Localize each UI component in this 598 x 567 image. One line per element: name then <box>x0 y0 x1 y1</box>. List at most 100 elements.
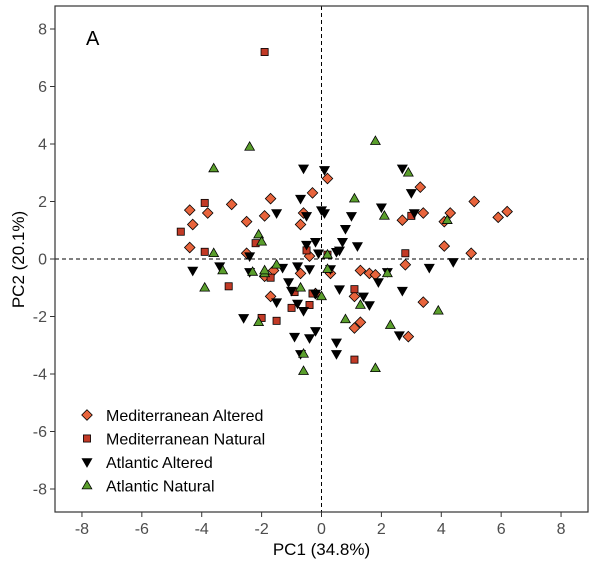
data-point <box>312 249 325 260</box>
data-point <box>201 207 214 219</box>
data-point <box>238 314 250 324</box>
data-points <box>176 48 513 375</box>
data-point <box>304 334 316 344</box>
data-point <box>339 225 351 235</box>
x-tick-label: 2 <box>377 521 386 538</box>
data-point <box>357 292 369 303</box>
data-point <box>183 204 196 216</box>
data-point <box>396 214 409 227</box>
data-point <box>401 249 410 258</box>
legend-marker <box>81 458 93 468</box>
legend-item: Mediterranean Natural <box>83 432 265 449</box>
y-tick-label: -4 <box>33 367 47 384</box>
x-tick-label: 8 <box>557 521 566 538</box>
data-point <box>286 286 298 297</box>
data-point <box>272 316 281 325</box>
data-point <box>298 365 310 375</box>
legend-label: Mediterranean Altered <box>106 408 263 425</box>
data-point <box>298 164 310 175</box>
data-point <box>438 240 451 252</box>
series-2 <box>187 164 459 360</box>
x-axis: -8 -6 -4 -2 0 2 4 6 8 <box>75 512 566 538</box>
data-point <box>363 301 375 311</box>
data-point <box>417 296 430 308</box>
y-tick-label: -8 <box>33 482 47 499</box>
data-point <box>287 303 296 312</box>
data-point <box>336 237 348 248</box>
data-point <box>348 290 361 303</box>
data-point <box>295 194 307 205</box>
data-point <box>369 362 381 373</box>
y-tick-label: 0 <box>38 252 47 269</box>
data-point <box>348 192 360 203</box>
data-point <box>199 281 211 292</box>
data-point <box>432 304 444 315</box>
data-point <box>378 210 390 220</box>
data-point <box>256 235 268 246</box>
data-point <box>321 172 334 185</box>
data-point <box>330 338 342 349</box>
y-tick-label: -6 <box>33 424 47 441</box>
data-point <box>298 306 310 317</box>
data-point <box>414 181 427 193</box>
data-point <box>350 285 359 294</box>
data-point <box>183 241 196 254</box>
legend-label: Mediterranean Natural <box>106 432 265 449</box>
x-tick-label: 4 <box>437 521 446 538</box>
series-3 <box>199 135 453 375</box>
data-point <box>306 187 319 199</box>
y-axis-title: PC2 (20.1%) <box>9 211 28 308</box>
data-point <box>253 228 265 239</box>
data-point <box>318 166 331 176</box>
data-point <box>408 209 420 219</box>
data-point <box>381 267 393 278</box>
data-point <box>266 273 275 282</box>
data-point <box>441 214 453 224</box>
data-point <box>264 192 277 205</box>
data-point <box>298 348 310 358</box>
data-point <box>402 330 415 343</box>
x-tick-label: -2 <box>254 521 268 538</box>
data-point <box>396 286 408 297</box>
data-point <box>259 264 271 275</box>
data-point <box>295 281 307 292</box>
data-point <box>244 141 256 151</box>
data-point <box>187 266 199 277</box>
data-point <box>354 264 367 277</box>
data-point <box>176 227 185 236</box>
data-point <box>330 350 342 360</box>
data-point <box>345 212 357 222</box>
panel-label: A <box>86 28 100 50</box>
x-tick-label: -8 <box>75 521 89 538</box>
x-tick-label: 6 <box>497 521 506 538</box>
data-point <box>492 211 504 224</box>
data-point <box>208 247 220 258</box>
data-point <box>309 289 322 300</box>
data-point <box>271 258 283 269</box>
reference-lines <box>55 6 588 512</box>
data-point <box>283 278 295 288</box>
data-point <box>348 322 361 334</box>
data-point <box>321 263 334 273</box>
legend-marker <box>81 409 93 421</box>
legend-label: Atlantic Natural <box>106 479 215 496</box>
data-point <box>399 258 412 271</box>
data-point <box>309 237 322 248</box>
data-point <box>208 162 220 173</box>
data-point <box>301 212 313 222</box>
data-point <box>417 207 430 219</box>
data-point <box>240 215 253 228</box>
data-point <box>423 263 435 274</box>
data-point <box>294 218 307 231</box>
data-point <box>402 166 414 177</box>
data-point <box>369 135 381 145</box>
data-point <box>200 247 209 256</box>
data-point <box>244 252 256 262</box>
data-point <box>258 210 271 222</box>
y-tick-label: 4 <box>38 137 47 154</box>
data-point <box>301 240 313 251</box>
data-point <box>321 248 334 259</box>
data-point <box>271 298 283 308</box>
